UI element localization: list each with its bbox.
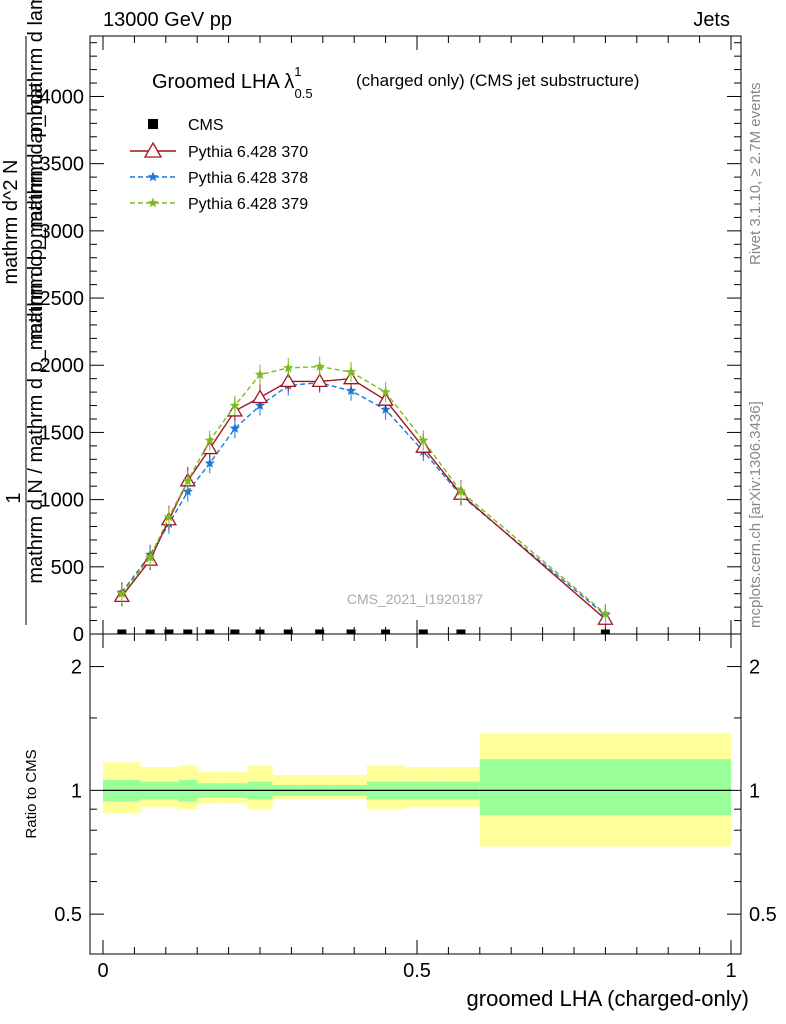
cms-data-point [205,629,215,634]
pythia-379-point [204,435,215,445]
legend-label: Pythia 6.428 370 [188,144,308,161]
series-line-3 [121,365,606,615]
ylabel-denominator: mathrm d N / mathrm d p_mathrm d p_mathr… [25,81,47,583]
ratio-plot-panel: 0.5 0.5 1 1 2 2 0 0.5 1 Ratio to CMS groomed LHA… [23,633,777,1011]
ratio-y-tick-label-right: 1 [749,780,760,802]
pythia-379-point [600,608,611,619]
main-plot-panel: 0 500 1000 1500 2000 2500 3000 3500 4000 Groomed… [40,35,742,646]
pythia-379-point [345,366,357,377]
ratio-y-tick-label: 1 [71,780,82,802]
ratio-y-tick-label-right: 0.5 [749,904,777,926]
ratio-y-tick-label: 2 [71,657,82,679]
x-tick-label: 0 [97,960,108,982]
legend-label: Pythia 6.428 379 [188,196,308,213]
cms-data-point [230,629,240,634]
rivet-side-label: Rivet 3.1.10, ≥ 2.7M events [747,83,764,266]
main-series [113,356,614,634]
cms-data-point [346,629,356,634]
pythia-370-point [280,373,297,388]
pythia-378-point [345,385,357,396]
cms-data-point [315,629,325,634]
legend-label: CMS [188,117,224,134]
y-tick-label: 2000 [40,355,85,377]
pythia-379-point [163,511,175,522]
ratio-y-tick-label-right: 2 [749,657,760,679]
main-ylabel: 1 mathrm d N / mathrm d p_mathrm d p_mat… [0,0,47,625]
cms-data-point [283,629,293,634]
pythia-379-point [314,361,325,371]
y-tick-label: 2500 [40,288,85,310]
cms-data-point [117,629,127,634]
y-tick-label: 3000 [40,221,85,243]
legend-label: Pythia 6.428 378 [188,170,308,187]
mcplots-side-label: mcplots.cern.ch [arXiv:1306.3436] [747,401,764,628]
legend-marker-cms [148,119,158,129]
cms-data-point [381,629,391,634]
pythia-379-point [116,588,128,599]
cms-data-point [600,629,610,634]
pythia-378-point [229,422,241,433]
y-tick-label: 0 [73,624,84,646]
pythia-378-point [204,457,215,468]
pythia-378-point [182,486,193,496]
analysis-watermark: CMS_2021_I1920187 [347,591,483,607]
y-tick-label: 1000 [40,490,85,512]
cms-data-point [183,629,193,634]
x-tick-label: 0.5 [403,960,431,982]
pythia-379-point [380,386,391,397]
ratio-y-tick-label: 0.5 [54,904,82,926]
series-line-1 [121,377,606,620]
ylabel-numerator: 1 [3,492,25,503]
cms-data-point [145,629,155,634]
y-tick-label: 500 [51,557,84,579]
ratio-ylabel: Ratio to CMS [23,749,40,838]
main-axis-ticks: 0 500 1000 1500 2000 2500 3000 3500 4000 [40,36,741,646]
pythia-370-point [311,373,328,388]
pythia-379-point [418,435,429,445]
pythia-379-point [229,400,241,410]
x-tick-label: 1 [725,960,736,982]
y-tick-label: 1500 [40,422,85,444]
pythia-379-point [144,551,156,562]
legend-marker-star [147,171,159,182]
pythia-379-point [254,369,266,380]
ratio-uncertainty-bands [103,732,731,847]
energy-label: 13000 GeV pp [103,9,232,31]
pythia-379-point [182,475,193,486]
legend-marker-star [147,197,159,208]
ratio-plot-frame [89,633,742,955]
legend-marker-triangle [143,141,163,158]
pythia-370-point [251,389,269,404]
y-tick-label: 3500 [40,154,85,176]
pythia-379-point [455,486,467,496]
chart-title-suffix: (charged only) (CMS jet substructure) [356,71,639,90]
ylabel-main-line2: mathrm d p_mathrm d p_mathrm d lambda [25,0,47,340]
cms-data-point [456,629,466,634]
cms-data-point [255,629,265,634]
pythia-379-point [283,362,294,373]
cms-data-point [164,629,174,634]
legend: CMS Pythia 6.428 370 Pythia 6.428 378 Pythi… [130,117,308,213]
ratio-axis-ticks: 0.5 0.5 1 1 2 2 0 0.5 1 [54,634,777,982]
ylabel-main-line1: mathrm d^2 N [0,160,22,285]
x-axis-label: groomed LHA (charged-only) [467,986,749,1011]
series-line-2 [121,381,606,616]
category-label: Jets [693,9,730,31]
green-band-bin [479,759,731,816]
y-tick-label: 4000 [40,86,85,108]
chart-title: Groomed LHA λ1 0.5 [152,64,313,101]
cms-data-point [418,629,428,634]
